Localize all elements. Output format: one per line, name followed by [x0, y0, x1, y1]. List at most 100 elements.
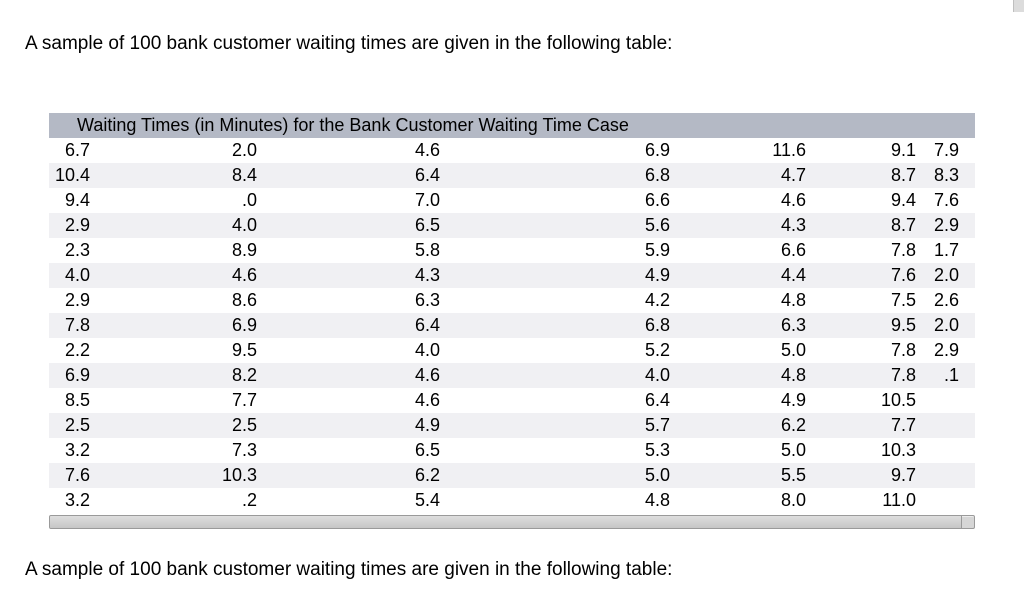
waiting-time-cell: 7.6 — [820, 263, 930, 288]
waiting-time-cell: 8.0 — [780, 490, 806, 510]
waiting-time-cell: 8.2 — [104, 363, 271, 388]
waiting-time-cell: 2.9 — [934, 340, 960, 360]
waiting-time-cell: 7.6 — [49, 463, 104, 488]
waiting-time-cell — [930, 388, 975, 413]
waiting-time-cell: 6.8 — [454, 313, 684, 338]
waiting-time-cell: 6.5 — [414, 440, 440, 460]
waiting-time-cell: 6.5 — [271, 213, 454, 238]
waiting-time-cell: 6.6 — [644, 190, 670, 210]
waiting-time-cell: 2.2 — [64, 340, 90, 360]
waiting-time-cell: 6.8 — [454, 163, 684, 188]
waiting-time-cell: 8.7 — [820, 213, 930, 238]
waiting-time-cell: 4.6 — [414, 140, 440, 160]
waiting-time-cell: 2.0 — [231, 140, 257, 160]
waiting-time-cell: 4.8 — [780, 290, 806, 310]
waiting-time-cell: 7.0 — [414, 190, 440, 210]
waiting-time-cell: .2 — [241, 490, 257, 510]
waiting-time-cell: 7.8 — [49, 313, 104, 338]
waiting-time-cell: 5.7 — [454, 413, 684, 438]
waiting-time-cell: 8.7 — [820, 163, 930, 188]
waiting-time-cell: 5.0 — [454, 463, 684, 488]
waiting-time-cell: 4.0 — [104, 213, 271, 238]
waiting-time-cell: 4.8 — [644, 490, 670, 510]
waiting-time-cell: 4.9 — [454, 263, 684, 288]
waiting-time-cell: 4.2 — [644, 290, 670, 310]
waiting-time-cell: 10.4 — [49, 163, 104, 188]
intro-text: A sample of 100 bank customer waiting ti… — [25, 33, 673, 54]
waiting-time-cell: 5.0 — [780, 340, 806, 360]
waiting-time-cell: 4.4 — [684, 263, 820, 288]
table-row: 3.2 .2 5.4 4.8 8.0 11.0 — [49, 488, 975, 513]
table-row: 2.2 9.5 4.0 5.2 5.0 7.8 2.9 — [49, 338, 975, 363]
waiting-time-cell: 6.9 — [49, 363, 104, 388]
table-row: 2.9 4.0 6.5 5.6 4.3 8.7 2.9 — [49, 213, 976, 238]
waiting-time-cell: 4.0 — [454, 363, 684, 388]
outro-text: A sample of 100 bank customer waiting ti… — [25, 559, 673, 580]
waiting-time-cell: 4.8 — [684, 363, 820, 388]
table-row: 10.4 8.4 6.4 6.8 4.7 8.7 8.3 — [49, 163, 976, 188]
waiting-time-cell: 9.4 — [890, 190, 916, 210]
waiting-time-cell: 9.7 — [820, 463, 930, 488]
waiting-time-cell: 6.4 — [271, 163, 454, 188]
waiting-time-cell: 4.9 — [271, 413, 454, 438]
table-row: 9.4 .0 7.0 6.6 4.6 9.4 7.6 — [49, 188, 975, 213]
waiting-time-cell: 2.9 — [64, 290, 90, 310]
waiting-time-cell: 6.2 — [684, 413, 820, 438]
waiting-time-cell: 10.5 — [880, 390, 916, 410]
waiting-time-cell: 9.5 — [820, 313, 930, 338]
waiting-time-cell: 5.6 — [454, 213, 684, 238]
waiting-time-cell: 2.6 — [934, 290, 960, 310]
waiting-time-cell: 7.7 — [231, 390, 257, 410]
waiting-time-cell: 4.3 — [271, 263, 454, 288]
waiting-time-cell: 7.3 — [231, 440, 257, 460]
waiting-time-cell: 8.4 — [104, 163, 271, 188]
table-row: 6.9 8.2 4.6 4.0 4.8 7.8.1 — [49, 363, 976, 388]
waiting-time-cell: 6.3 — [414, 290, 440, 310]
waiting-time-cell: 4.9 — [780, 390, 806, 410]
waiting-time-cell: 6.9 — [104, 313, 271, 338]
waiting-time-cell: 9.5 — [231, 340, 257, 360]
waiting-time-cell: 4.6 — [414, 390, 440, 410]
waiting-time-cell: 7.6 — [934, 190, 960, 210]
table-row: 8.5 7.7 4.6 6.4 4.9 10.5 — [49, 388, 975, 413]
table-title: Waiting Times (in Minutes) for the Bank … — [49, 113, 976, 138]
table-row: 2.9 8.6 6.3 4.2 4.8 7.5 2.6 — [49, 288, 975, 313]
waiting-time-cell: 4.0 — [414, 340, 440, 360]
waiting-time-cell: 2.0 — [930, 263, 976, 288]
vertical-scrollbar-fragment[interactable] — [1013, 0, 1024, 12]
waiting-time-cell: 6.2 — [271, 463, 454, 488]
waiting-time-cell: 9.1 — [890, 140, 916, 160]
waiting-time-cell: 8.3 — [930, 163, 976, 188]
horizontal-scrollbar[interactable] — [49, 515, 975, 529]
waiting-time-cell: .0 — [241, 190, 257, 210]
table-row: 6.7 2.0 4.6 6.9 11.6 9.1 7.9 — [49, 138, 975, 163]
waiting-time-cell: 4.6 — [104, 263, 271, 288]
waiting-time-cell: 2.5 — [104, 413, 271, 438]
waiting-time-cell: 2.0 — [930, 313, 976, 338]
waiting-time-cell: 4.6 — [271, 363, 454, 388]
table-row: 7.8 6.9 6.4 6.8 6.3 9.5 2.0 — [49, 313, 976, 338]
waiting-times-table: Waiting Times (in Minutes) for the Bank … — [49, 113, 976, 513]
waiting-time-cell: 4.7 — [684, 163, 820, 188]
waiting-time-cell: 6.9 — [644, 140, 670, 160]
waiting-time-cell: 5.5 — [684, 463, 820, 488]
waiting-time-cell: 5.9 — [644, 240, 670, 260]
waiting-time-cell: 3.2 — [64, 440, 90, 460]
waiting-time-cell: 6.4 — [644, 390, 670, 410]
waiting-time-cell: 9.4 — [64, 190, 90, 210]
waiting-time-cell: 2.9 — [930, 213, 976, 238]
waiting-time-cell: 2.3 — [64, 240, 90, 260]
horizontal-scrollbar-thumb[interactable] — [50, 516, 962, 528]
waiting-time-cell: 7.5 — [890, 290, 916, 310]
waiting-time-cell: 7.8 — [820, 363, 930, 388]
waiting-time-cell: .1 — [930, 363, 976, 388]
waiting-time-cell: 1.7 — [934, 240, 960, 260]
table-row: 2.3 8.9 5.8 5.9 6.6 7.8 1.7 — [49, 238, 975, 263]
waiting-time-cell: 7.9 — [934, 140, 960, 160]
waiting-time-cell: 7.8 — [890, 340, 916, 360]
waiting-time-cell: 6.7 — [64, 140, 90, 160]
waiting-time-cell: 8.6 — [231, 290, 257, 310]
table-row: 2.5 2.5 4.9 5.7 6.2 7.7 — [49, 413, 976, 438]
table-body: 6.7 2.0 4.6 6.9 11.6 9.1 7.9 10.4 8.4 6.4 6.8 4.7 8.… — [49, 138, 976, 513]
